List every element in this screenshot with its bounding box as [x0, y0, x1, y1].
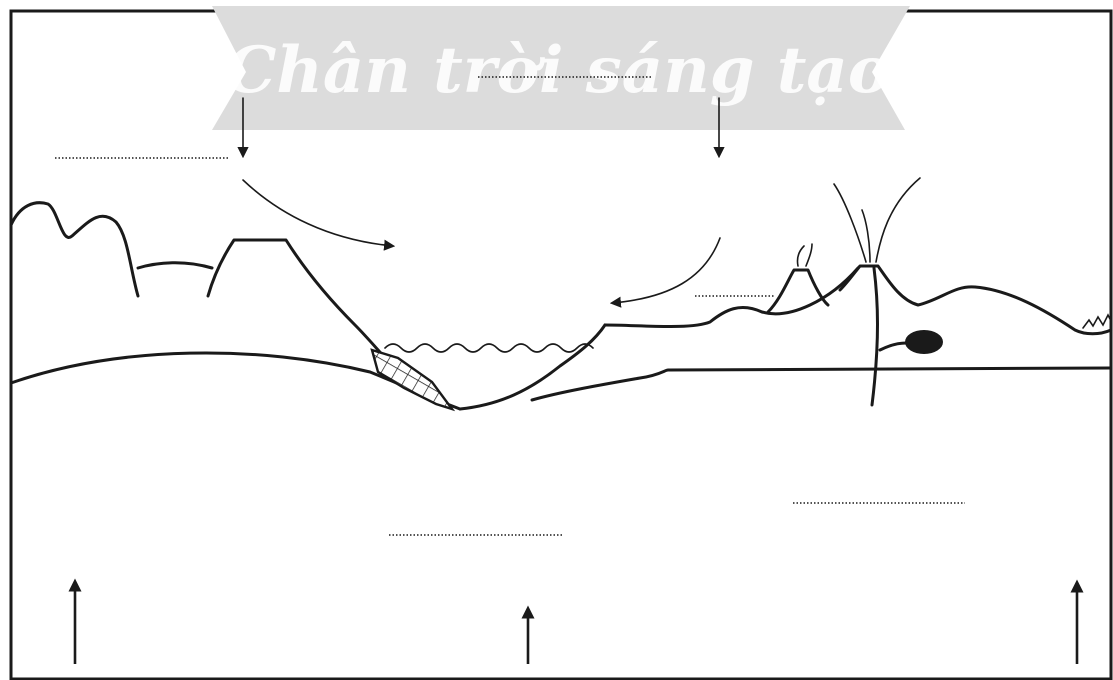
- curved-arrow-left: [609, 237, 721, 308]
- left-continent-plateau: [136, 261, 214, 270]
- volcano-conduit: [870, 266, 879, 407]
- right-continent-profile: [603, 266, 860, 329]
- small-volcano-smoke: [796, 243, 813, 267]
- trench-floor: [458, 323, 607, 411]
- left-continent-outline: [9, 201, 140, 298]
- eruption-plume: [833, 177, 921, 263]
- right-edge-hills: [1082, 313, 1112, 329]
- small-volcano: [766, 268, 830, 314]
- magma-chamber: [905, 330, 943, 354]
- large-volcano-profile: [838, 264, 1113, 336]
- right-plate-lower-boundary: [530, 366, 1113, 402]
- ocean-surface-waves: [384, 343, 594, 353]
- accretionary-wedge: [370, 348, 456, 412]
- curved-arrow-right: [242, 179, 396, 251]
- watermark: Chân trời sáng tạo: [212, 6, 910, 130]
- magma-feeder: [878, 341, 908, 352]
- watermark-text: Chân trời sáng tạo: [225, 33, 890, 108]
